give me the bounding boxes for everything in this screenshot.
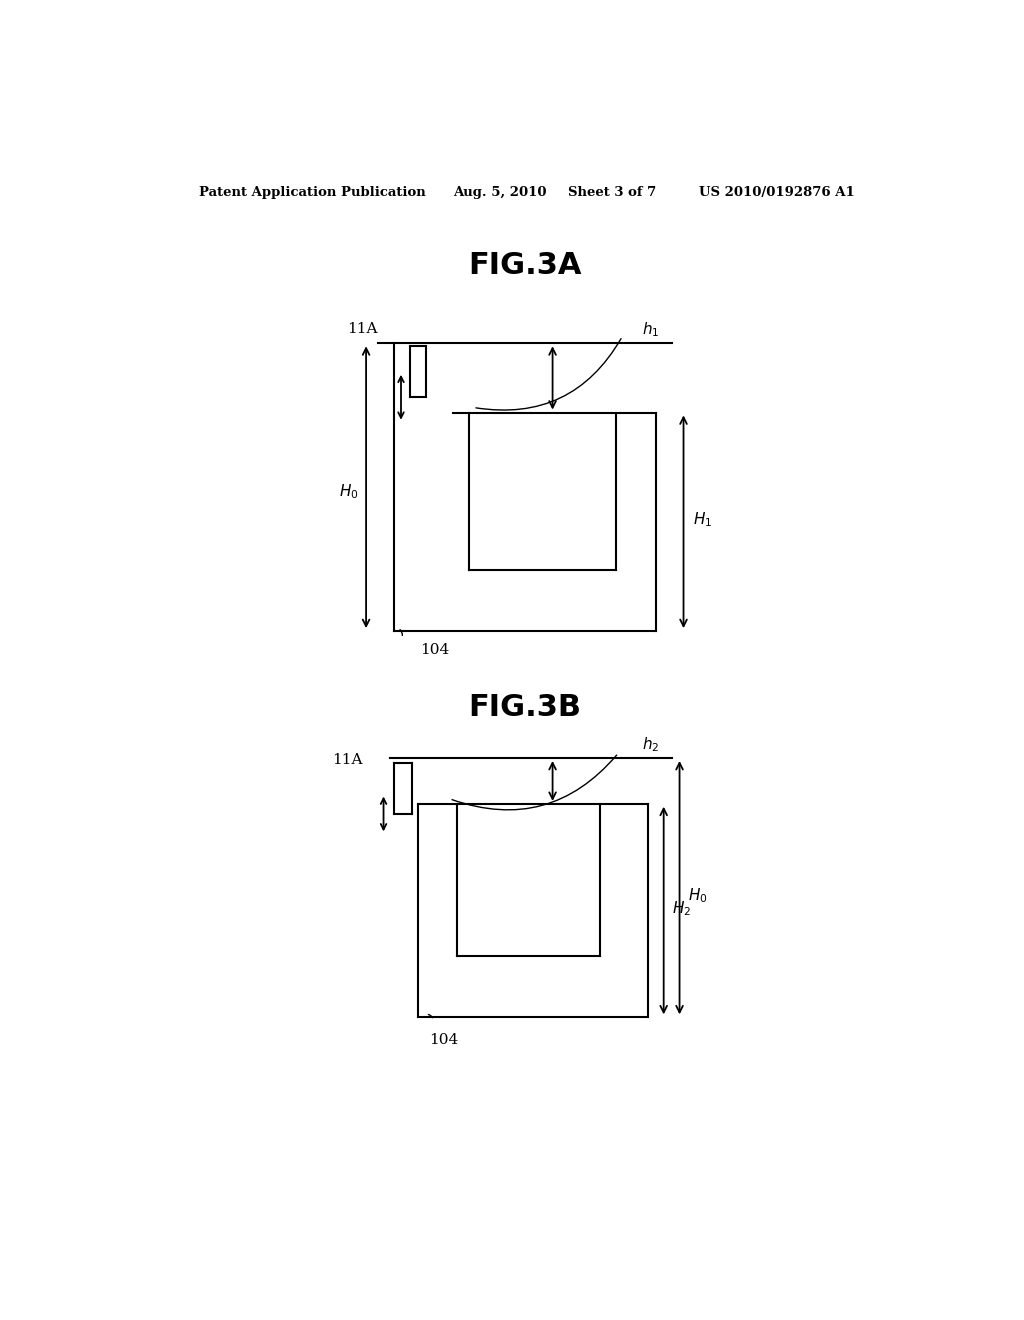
Text: $H_0$: $H_0$ [339,482,358,502]
Text: $h_2$: $h_2$ [642,735,659,754]
Text: 11A: 11A [333,754,362,767]
Text: $H_2$: $H_2$ [673,899,691,917]
Text: Patent Application Publication: Patent Application Publication [200,186,426,199]
Text: Sheet 3 of 7: Sheet 3 of 7 [568,186,656,199]
Text: $H_0$: $H_0$ [688,886,708,904]
Text: Aug. 5, 2010: Aug. 5, 2010 [454,186,547,199]
Text: FIG.3B: FIG.3B [468,693,582,722]
Text: FIG.3A: FIG.3A [468,251,582,280]
Text: $H_1$: $H_1$ [693,510,713,528]
Text: US 2010/0192876 A1: US 2010/0192876 A1 [699,186,855,199]
Text: 11A: 11A [347,322,378,337]
Text: 104: 104 [420,643,450,657]
Text: 104: 104 [430,1032,459,1047]
Text: $h_1$: $h_1$ [642,319,659,338]
